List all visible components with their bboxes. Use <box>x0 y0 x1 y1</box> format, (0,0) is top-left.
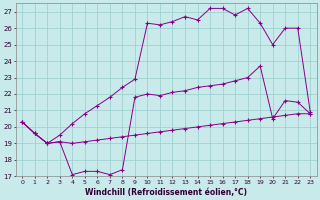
X-axis label: Windchill (Refroidissement éolien,°C): Windchill (Refroidissement éolien,°C) <box>85 188 247 197</box>
